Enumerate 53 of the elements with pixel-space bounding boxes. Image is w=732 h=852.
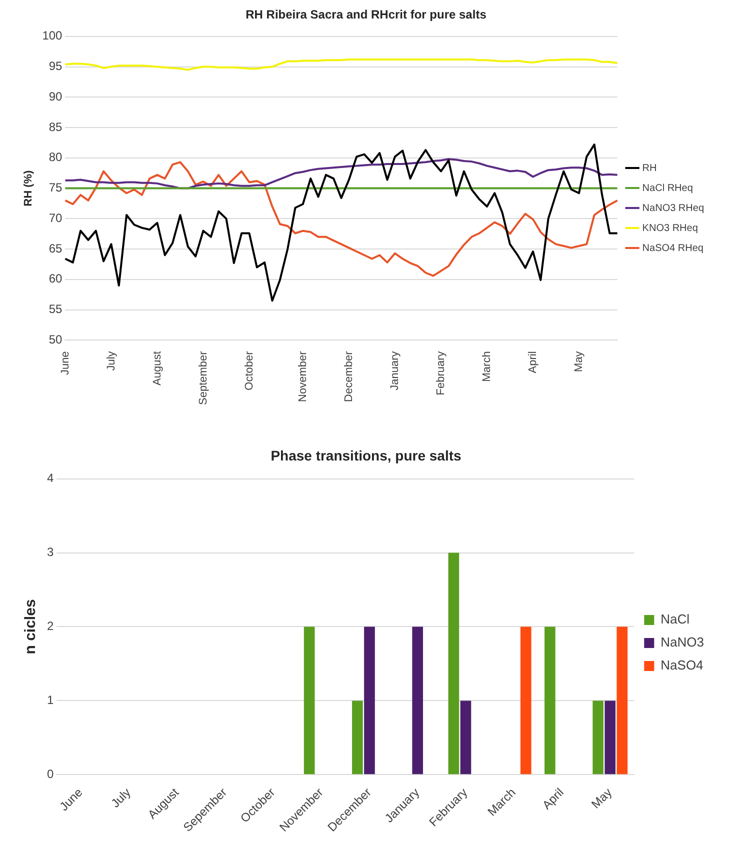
y-tick-label: 90	[48, 89, 63, 104]
x-tick-label: August	[151, 351, 164, 386]
legend-label: KNO3 RHeq	[642, 222, 698, 234]
bar	[520, 626, 532, 774]
bar	[604, 700, 616, 774]
y-tick-label: 65	[48, 241, 63, 256]
legend-label: NaSO4 RHeq	[642, 242, 704, 254]
y-tick-label: 100	[42, 28, 63, 43]
bar	[352, 700, 363, 774]
x-tick-label: April	[526, 351, 539, 374]
bar	[616, 626, 628, 774]
x-tick-label: June	[59, 351, 72, 376]
y-tick-label: 1	[46, 693, 54, 708]
legend-label: RH	[642, 162, 657, 174]
x-tick-label: May	[588, 785, 615, 812]
legend-label: NaNO3 RHeq	[642, 202, 704, 214]
y-tick-label: 55	[48, 302, 63, 316]
y-tick-label: 80	[48, 150, 63, 164]
x-tick-label: October	[243, 350, 256, 390]
y-tick-label: 2	[46, 619, 54, 634]
y-tick-label: 70	[48, 210, 63, 225]
y-tick-label: 85	[48, 120, 63, 134]
legend-label: NaNO3	[660, 634, 704, 650]
bar	[304, 626, 315, 774]
y-axis-title: n cicles	[22, 599, 40, 654]
x-tick-label: December	[342, 350, 355, 402]
y-tick-label: 60	[48, 272, 63, 286]
bar	[448, 552, 460, 774]
bar	[364, 626, 375, 774]
bar	[412, 626, 424, 774]
x-tick-label: May	[573, 350, 585, 372]
legend-label: NaCl	[660, 612, 690, 627]
x-tick-label: July	[105, 350, 118, 371]
legend-label: NaCl RHeq	[642, 182, 693, 194]
y-tick-label: 4	[46, 471, 54, 486]
y-tick-label: 75	[48, 180, 63, 195]
x-tick-label: February	[434, 350, 447, 396]
x-tick-label: March	[480, 351, 493, 382]
x-tick-label: July	[108, 785, 134, 810]
y-tick-label: 50	[48, 332, 63, 347]
chart-title: Phase transitions, pure salts	[270, 447, 462, 464]
bar	[460, 700, 472, 774]
chart-title: RH Ribeira Sacra and RHcrit for pure salts	[246, 8, 487, 22]
x-tick-label: September	[197, 350, 210, 406]
y-tick-label: 3	[46, 545, 54, 560]
x-tick-label: January	[388, 350, 401, 390]
bar	[592, 700, 604, 774]
y-tick-label: 95	[48, 59, 63, 74]
bar	[544, 626, 556, 774]
y-tick-label: 0	[46, 766, 54, 781]
x-tick-label: November	[296, 350, 309, 402]
legend-label: NaSO4	[660, 658, 704, 673]
y-axis-title: RH (%)	[22, 170, 35, 206]
